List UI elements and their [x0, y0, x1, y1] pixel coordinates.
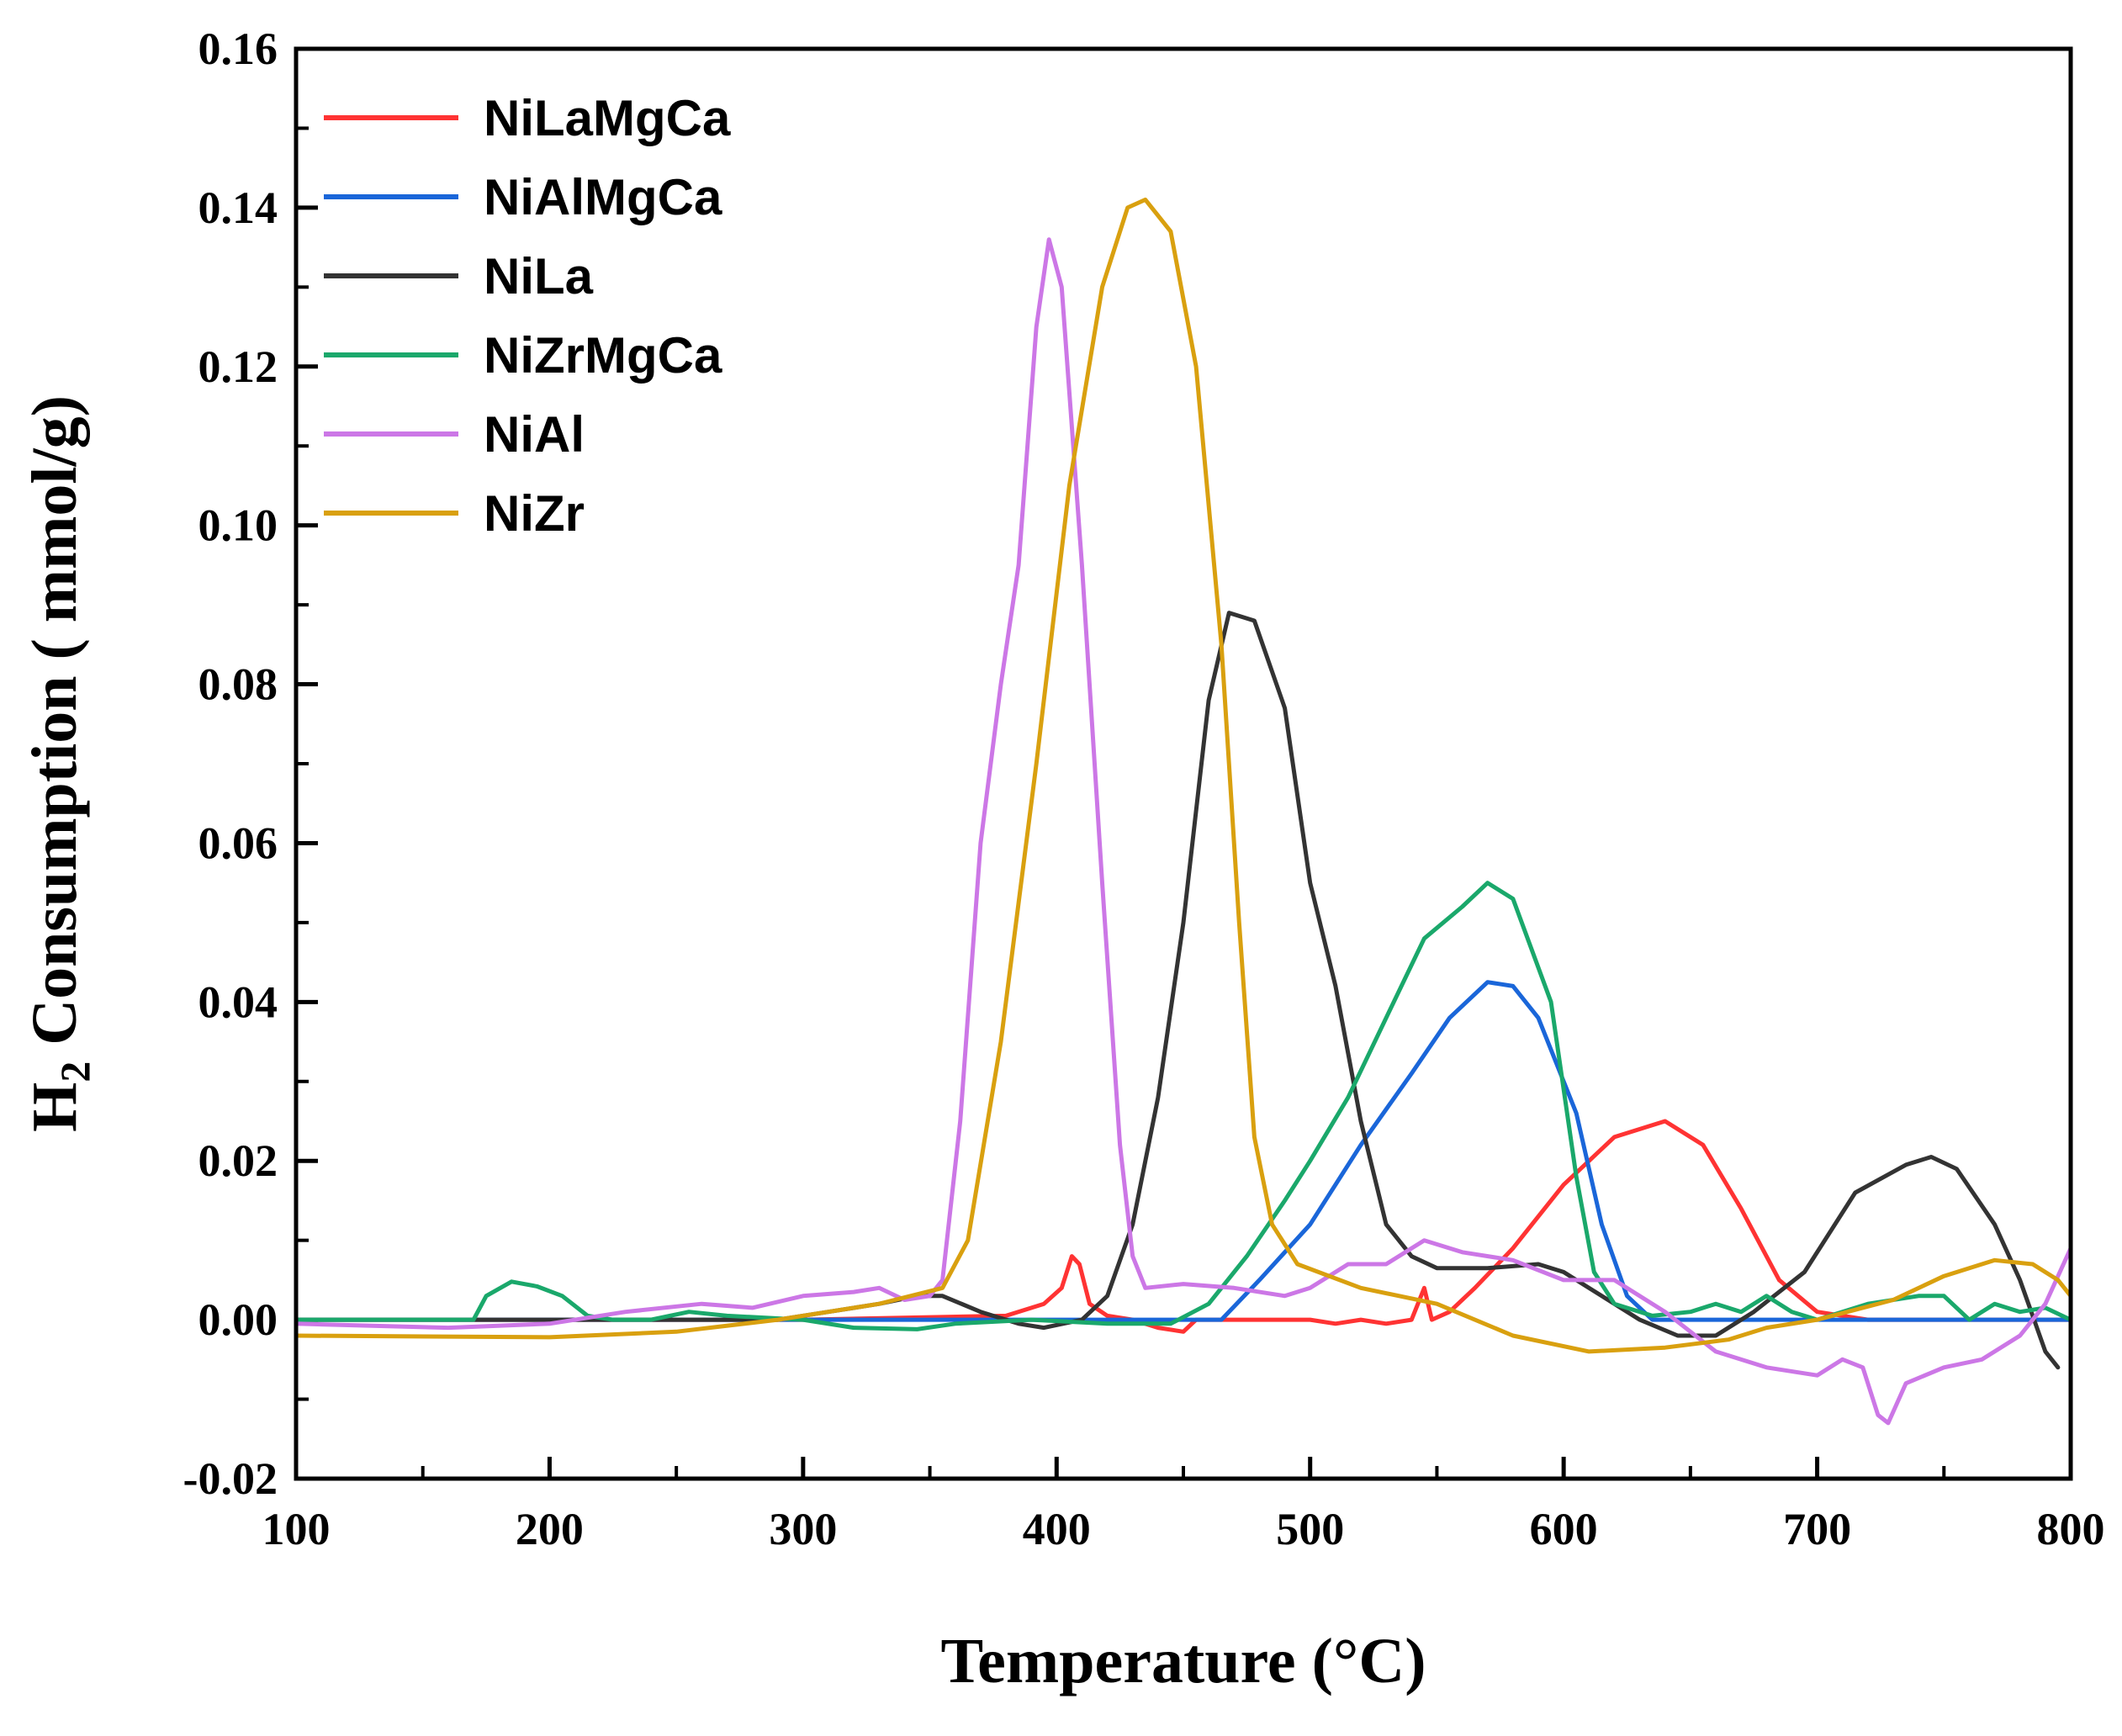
series-line-nizr [296, 197, 2071, 1354]
y-axis-title-rest: Consumption ( mmol/g) [19, 395, 90, 1061]
y-tick-label: 0.08 [198, 659, 278, 710]
y-tick-label: -0.02 [183, 1453, 278, 1504]
x-tick-label: 100 [262, 1504, 331, 1554]
x-axis-title: Temperature (°C) [940, 1626, 1426, 1696]
axes: 100 200 300 400 500 600 700 800 -0.02 0.00 0.02 0.0… [183, 24, 2105, 1554]
legend-label-nialmgca: NiAlMgCa [484, 169, 722, 225]
x-tick-label: 200 [516, 1504, 584, 1554]
y-axis-title: H2 Consumption ( mmol/g) [19, 395, 98, 1132]
y-tick-label: 0.16 [198, 24, 278, 74]
series-line-nialmgca [296, 980, 2071, 1322]
x-tick-label: 300 [769, 1504, 837, 1554]
y-tick-label: 0.04 [198, 977, 278, 1027]
x-tick-label: 700 [1783, 1504, 1851, 1554]
y-tick-label: 0.10 [198, 500, 278, 551]
y-axis-title-subscript: 2 [51, 1061, 98, 1082]
legend-label-nila: NiLa [484, 248, 594, 304]
legend-label-nial: NiAl [484, 406, 585, 463]
series-layer [296, 197, 2071, 1426]
legend: NiLaMgCa NiAlMgCa NiLa NiZrMgCa NiAl NiZr [324, 90, 731, 542]
x-tick-label: 800 [2037, 1504, 2105, 1554]
series-line-nial [296, 237, 2071, 1426]
x-tick-label: 600 [1530, 1504, 1598, 1554]
series-line-nila [296, 611, 2061, 1370]
series-line-nizrmgca [296, 881, 2071, 1331]
x-tick-label: 400 [1023, 1504, 1091, 1554]
y-tick-label: 0.02 [198, 1135, 278, 1186]
y-tick-label: 0.12 [198, 341, 278, 392]
x-tick-label: 500 [1276, 1504, 1344, 1554]
legend-label-nizrmgca: NiZrMgCa [484, 327, 722, 384]
plot-frame [294, 46, 2073, 1481]
y-tick-label: 0.14 [198, 183, 278, 233]
series-line-nilamgca [296, 1119, 2071, 1334]
legend-label-nilamgca: NiLaMgCa [484, 90, 731, 146]
y-tick-label: 0.06 [198, 818, 278, 868]
y-tick-label: 0.00 [198, 1294, 278, 1345]
legend-label-nizr: NiZr [484, 485, 585, 542]
y-axis-title-main: H [19, 1082, 90, 1132]
